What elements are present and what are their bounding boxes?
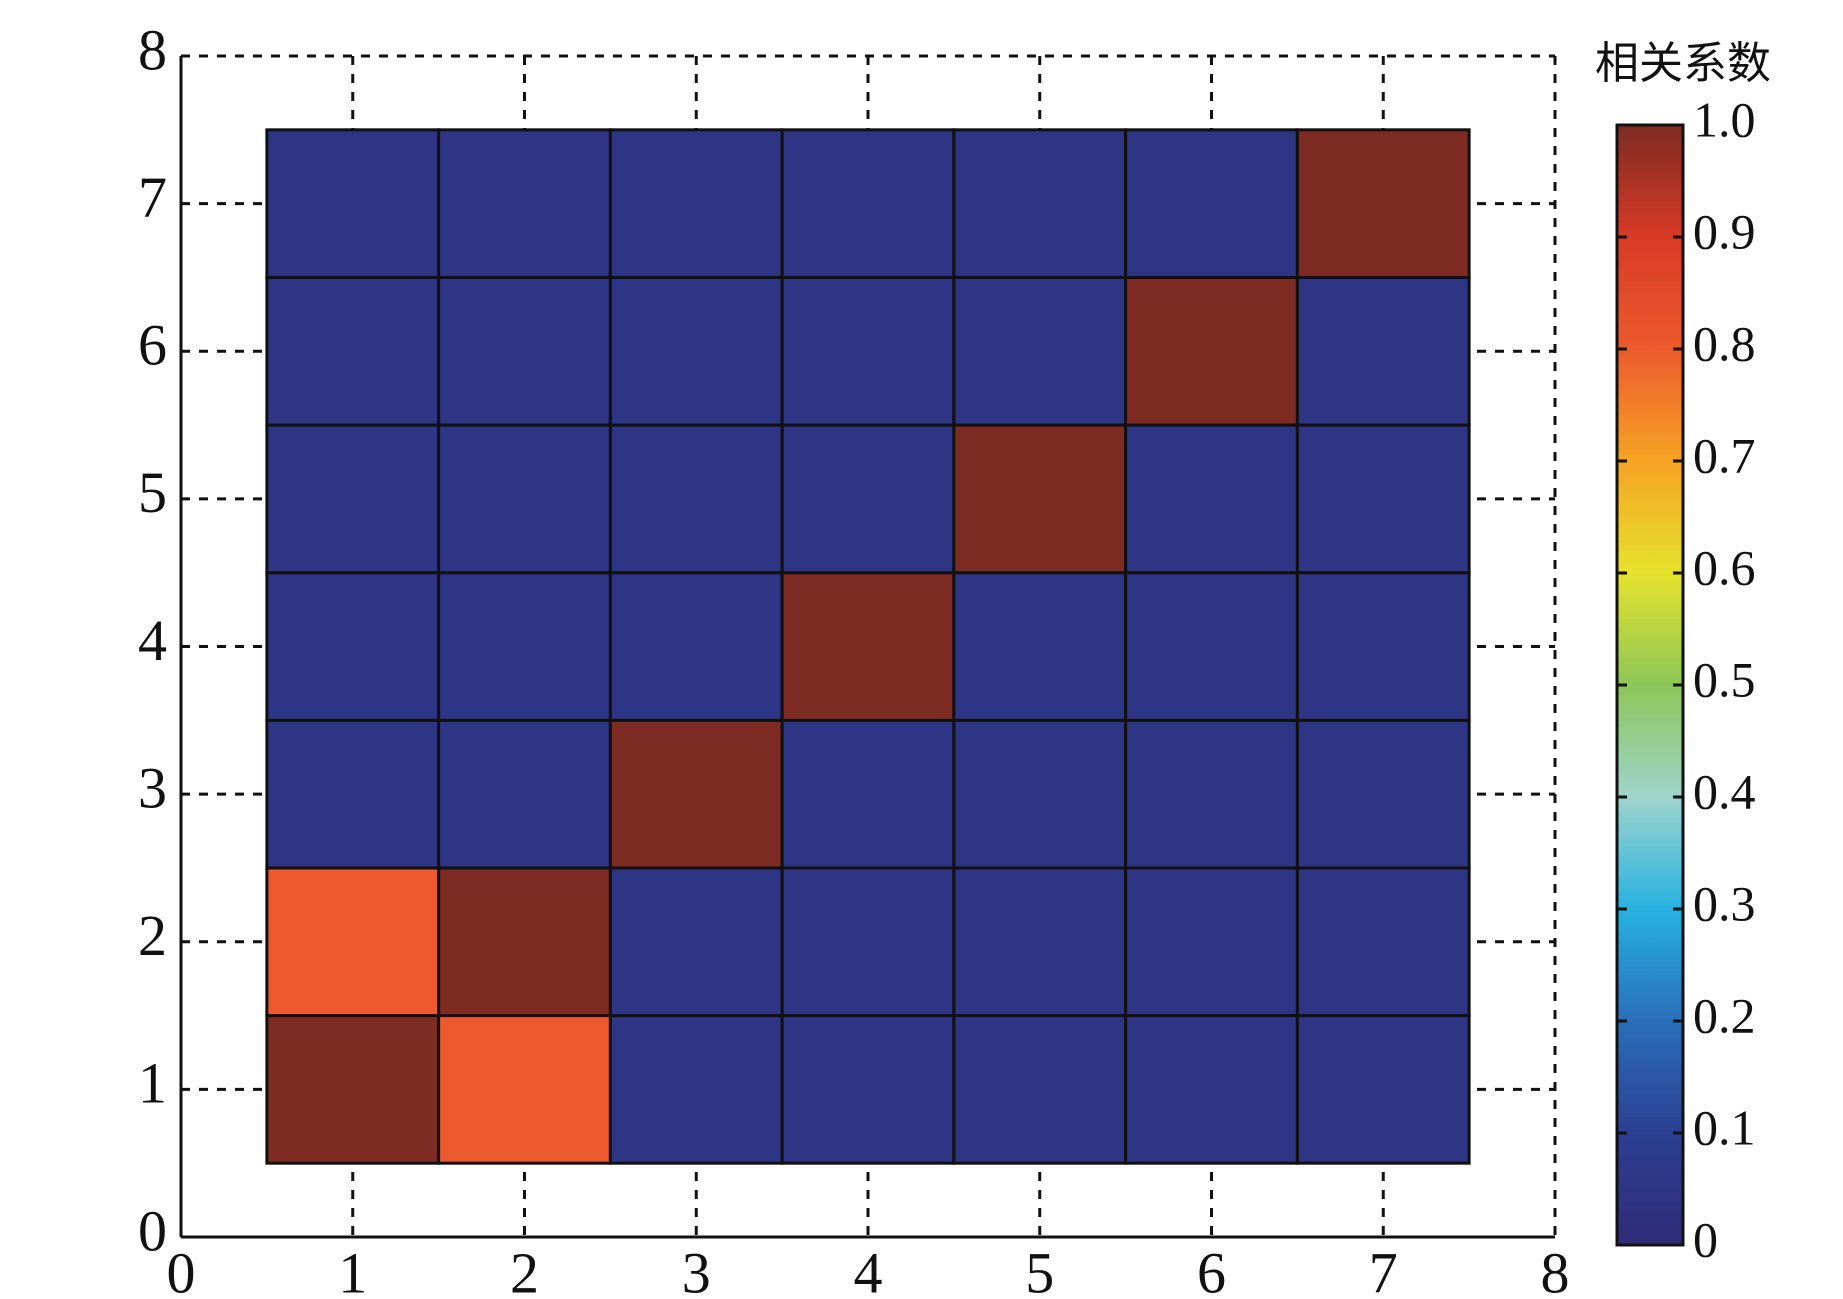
heatmap-cell <box>608 718 784 870</box>
heatmap-cell <box>1295 423 1471 575</box>
heatmap-cell <box>1124 1014 1299 1165</box>
heatmap-cell <box>780 571 956 722</box>
x-tick-label: 2 <box>510 1240 539 1299</box>
heatmap-cell <box>437 423 612 575</box>
x-tick-label: 0 <box>167 1240 196 1299</box>
y-tick-label: 7 <box>138 165 167 230</box>
heatmap-cell <box>780 275 956 427</box>
heatmap-cell <box>1124 423 1299 575</box>
heatmap-cell <box>265 275 441 427</box>
heatmap-cell <box>780 1014 956 1165</box>
y-tick-label: 1 <box>138 1051 167 1116</box>
colorbar-tick-label: 0.6 <box>1693 539 1756 595</box>
heatmap-cell <box>1124 866 1299 1018</box>
heatmap-cell <box>608 423 784 575</box>
colorbar-tick-label: 0.9 <box>1693 203 1756 259</box>
heatmap-cell <box>265 128 441 279</box>
y-tick-label: 6 <box>138 313 167 378</box>
heatmap-cell <box>437 866 612 1018</box>
y-tick-label: 2 <box>138 903 167 968</box>
heatmap-cell <box>780 423 956 575</box>
heatmap-cell <box>437 1014 612 1165</box>
heatmap-cell <box>265 866 441 1018</box>
heatmap-cell <box>608 128 784 279</box>
heatmap-cell <box>780 128 956 279</box>
colorbar-tick-label: 1.0 <box>1693 91 1756 147</box>
heatmap-cell <box>608 1014 784 1165</box>
heatmap-cell <box>1295 718 1471 870</box>
heatmap-cell <box>265 718 441 870</box>
heatmap-cell <box>780 718 956 870</box>
heatmap-cell <box>1295 866 1471 1018</box>
x-tick-label: 4 <box>854 1240 883 1299</box>
heatmap-cell <box>265 423 441 575</box>
heatmap-cell <box>437 275 612 427</box>
heatmap-cell <box>608 275 784 427</box>
heatmap-cell <box>780 866 956 1018</box>
y-tick-label: 3 <box>138 755 167 820</box>
y-tick-label: 5 <box>138 460 167 525</box>
heatmap-cell <box>952 866 1128 1018</box>
heatmap-cell <box>1124 275 1299 427</box>
heatmap-cell <box>952 275 1128 427</box>
heatmap-cell <box>952 423 1128 575</box>
heatmap-cell <box>265 1014 441 1165</box>
heatmap-cell <box>1124 571 1299 722</box>
heatmap-cell <box>952 571 1128 722</box>
heatmap-cell <box>952 128 1128 279</box>
heatmap-cell <box>437 128 612 279</box>
y-tick-label: 8 <box>138 17 167 82</box>
y-tick-label: 4 <box>138 608 167 673</box>
x-tick-label: 5 <box>1025 1240 1054 1299</box>
heatmap-cell <box>1295 1014 1471 1165</box>
x-tick-label: 3 <box>682 1240 711 1299</box>
heatmap-cell <box>1295 128 1471 279</box>
colorbar <box>1615 123 1685 1247</box>
x-tick-label: 7 <box>1369 1240 1398 1299</box>
heatmap-cell <box>437 718 612 870</box>
colorbar-tick-label: 0.3 <box>1693 875 1756 931</box>
heatmap-cell <box>437 571 612 722</box>
colorbar-title: 相关系数 <box>1595 38 1771 89</box>
heatmap-cell <box>1295 571 1471 722</box>
colorbar-tick-label: 0.1 <box>1693 1099 1756 1155</box>
y-tick-label: 0 <box>138 1198 167 1263</box>
colorbar-tick-label: 0.5 <box>1693 651 1756 707</box>
heatmap-cell <box>608 571 784 722</box>
heatmap-cell <box>952 718 1128 870</box>
heatmap-cell <box>265 571 441 722</box>
colorbar-tick-label: 0.2 <box>1693 987 1756 1043</box>
x-tick-label: 8 <box>1541 1240 1570 1299</box>
heatmap-cell <box>1124 128 1299 279</box>
x-tick-label: 1 <box>338 1240 367 1299</box>
x-tick-label: 6 <box>1197 1240 1226 1299</box>
heatmap-cell <box>608 866 784 1018</box>
colorbar-tick-label: 0.7 <box>1693 427 1756 483</box>
colorbar-tick-label: 0 <box>1693 1211 1718 1267</box>
heatmap-cell <box>952 1014 1128 1165</box>
heatmap-cell <box>1124 718 1299 870</box>
colorbar-tick-label: 0.4 <box>1693 763 1756 819</box>
colorbar-tick-label: 0.8 <box>1693 315 1756 371</box>
heatmap-cell <box>1295 275 1471 427</box>
